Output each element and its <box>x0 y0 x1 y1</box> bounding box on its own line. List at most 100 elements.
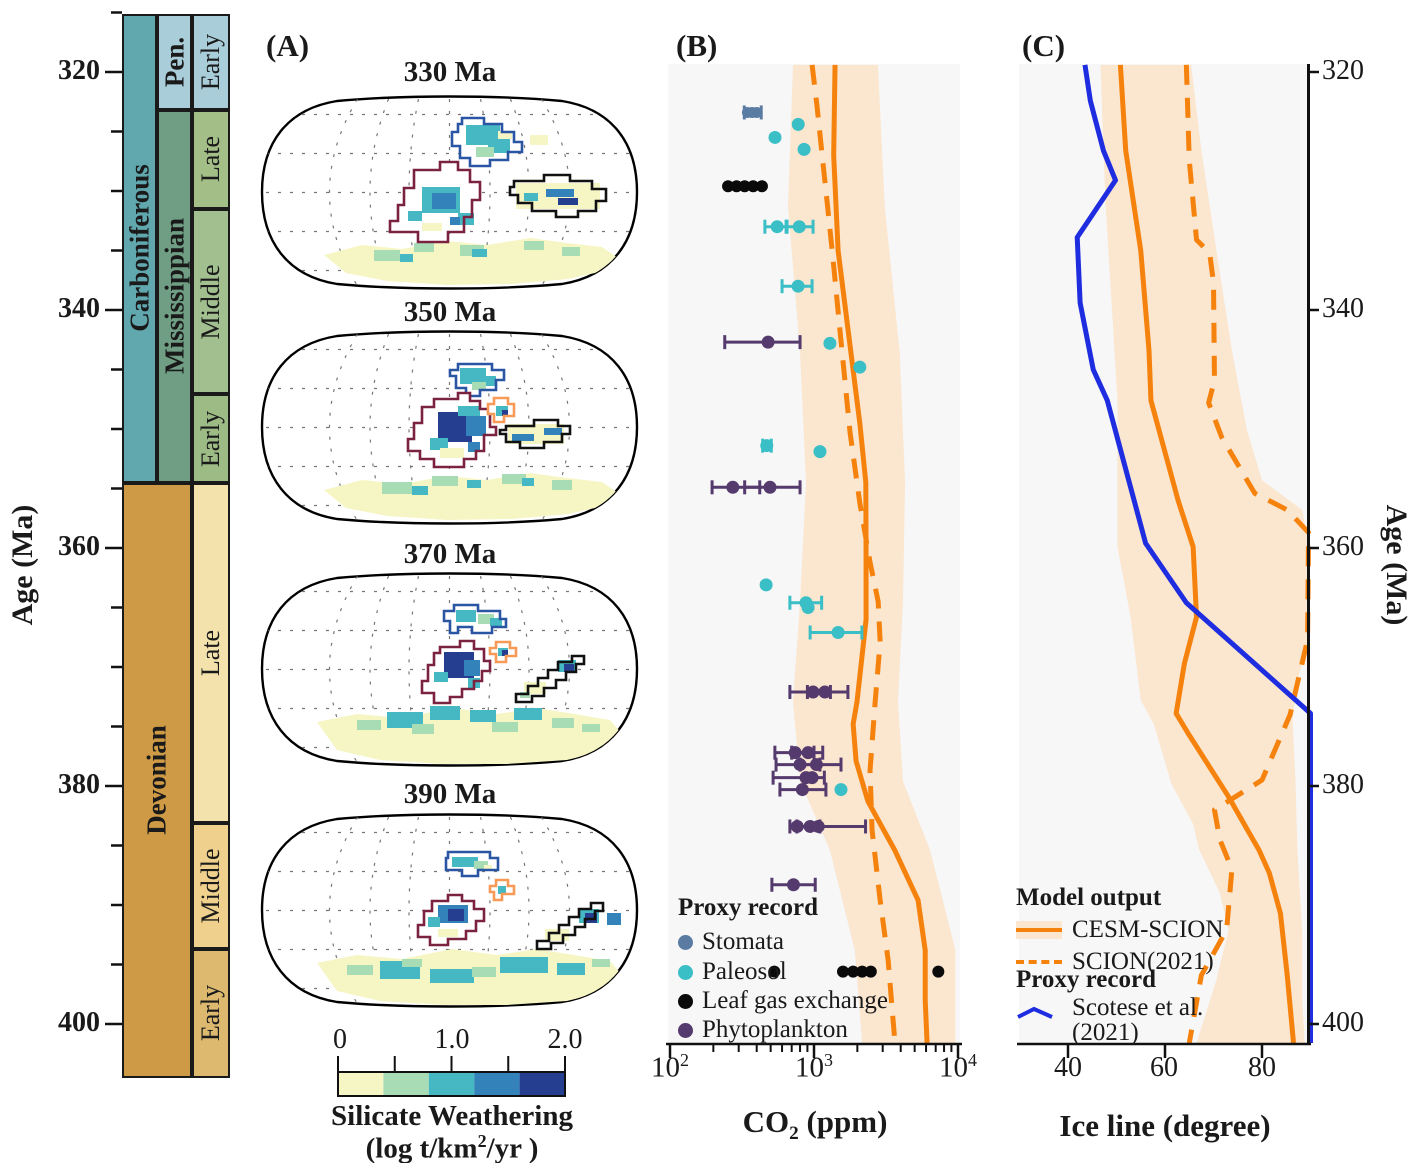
colorbar-unit-suffix: /yr ) <box>486 1132 539 1163</box>
c-xtick-80: 80 <box>1248 1052 1276 1083</box>
weathering-patch <box>524 193 538 201</box>
weathering-patch <box>472 967 496 977</box>
graticule-meridian <box>509 575 530 764</box>
iceline-plot <box>1017 64 1319 1058</box>
graticule-meridian <box>509 333 530 522</box>
data-point <box>722 180 735 193</box>
c-ytick-label-320: 320 <box>1322 55 1364 86</box>
weathering-patch <box>530 135 548 145</box>
weathering-patch <box>448 909 464 921</box>
weathering-patch <box>552 480 572 490</box>
right-age-axis-label: Age (Ma) <box>1380 504 1413 626</box>
colorbar-tick-0: 0 <box>333 1024 347 1055</box>
data-point <box>856 965 869 978</box>
map-content <box>266 333 633 522</box>
cesm-scion-co2-line <box>831 64 930 1044</box>
c-ytick-label-360: 360 <box>1322 531 1364 562</box>
strat-block-early: Early <box>192 13 230 111</box>
data-point <box>809 758 823 772</box>
data-point <box>795 783 809 797</box>
data-point <box>847 965 860 978</box>
strat-block-devonian: Devonian <box>122 482 192 1078</box>
weathering-patch <box>557 963 585 975</box>
strat-block-late: Late <box>192 482 230 823</box>
colorbar-swatch <box>519 1072 565 1096</box>
weathering-patch <box>382 482 412 494</box>
colorbar-unit: (log t/km2/yr ) <box>292 1131 612 1163</box>
weathering-patch <box>374 250 400 261</box>
weathering-patch <box>412 724 434 734</box>
weathering-patch <box>592 959 610 967</box>
strat-age-label-320: 320 <box>58 55 100 86</box>
blue-region-outline <box>444 850 500 878</box>
maroon-region-outline <box>406 391 498 469</box>
weathering-patch <box>498 886 506 894</box>
map-content <box>266 98 633 287</box>
stomata-dot-icon <box>678 934 693 950</box>
map-title-370ma: 370 Ma <box>403 538 497 570</box>
data-point <box>763 480 777 494</box>
weathering-patch <box>498 131 512 139</box>
graticule-meridian <box>329 575 359 764</box>
weathering-patch <box>482 376 496 386</box>
data-point <box>755 180 768 193</box>
cesm-uncertainty-band <box>1100 64 1310 1044</box>
map-content <box>266 816 633 1005</box>
weathering-patch <box>440 448 464 458</box>
data-point <box>770 220 784 234</box>
weathering-map-330Ma <box>260 95 639 290</box>
colorbar-swatch <box>428 1072 475 1096</box>
weathering-patch <box>500 957 548 973</box>
b-legend-phytoplankton: Phytoplankton <box>678 1016 848 1044</box>
southern-landmass <box>317 708 622 764</box>
c-ytick-label-380: 380 <box>1322 769 1364 800</box>
paleosol-points <box>759 117 867 797</box>
weathering-patch <box>467 480 481 488</box>
weathering-patch <box>452 857 478 867</box>
graticule-meridian <box>509 98 530 287</box>
panel-a-label: (A) <box>266 28 310 63</box>
strat-block-early: Early <box>192 394 230 483</box>
c-legend-model-title: Model output <box>1016 884 1162 911</box>
weathering-patch <box>546 189 574 197</box>
map-title-350ma: 350 Ma <box>403 296 497 328</box>
orange-region-outline <box>488 878 516 902</box>
data-point <box>761 335 775 349</box>
graticule-meridian <box>369 816 390 1005</box>
data-point <box>801 746 815 760</box>
data-point <box>726 480 740 494</box>
black-region-outline <box>508 173 608 219</box>
phytoplankton-dot-icon <box>678 1022 693 1038</box>
weathering-patch <box>412 486 428 495</box>
strat-age-ticks <box>105 11 122 1026</box>
strat-block-label: Early <box>196 33 225 91</box>
blue-region-outline <box>442 603 508 635</box>
c-legend-scotese-2: (2021) <box>1072 1019 1139 1046</box>
b-xtick-10000: 104 <box>939 1050 977 1084</box>
weathering-patch <box>430 706 460 720</box>
orange-region-outline <box>486 396 516 424</box>
colorbar <box>337 1056 566 1097</box>
co2-plot <box>666 64 962 1058</box>
black-region-outline <box>535 901 605 951</box>
weathering-patch <box>414 243 434 252</box>
b-axis-title: CO2 (ppm) <box>742 1104 888 1145</box>
c-xtick-40: 40 <box>1054 1052 1082 1083</box>
weathering-patch <box>422 223 442 231</box>
maroon-region-outline <box>420 639 492 705</box>
graticule-meridian <box>540 816 570 1005</box>
data-point <box>801 601 815 614</box>
strat-block-label: Middle <box>196 264 225 340</box>
strat-block-label: Carboniferous <box>124 164 154 332</box>
colorbar-swatch <box>474 1072 520 1096</box>
cesm-uncertainty-band <box>788 64 956 1044</box>
left-age-axis-label: Age (Ma) <box>6 504 39 626</box>
graticule-meridian <box>329 98 359 287</box>
map-title-390ma: 390 Ma <box>403 778 497 810</box>
graticule-meridian <box>369 333 390 522</box>
weathering-patch <box>512 434 534 441</box>
c-ytick-label-340: 340 <box>1322 293 1364 324</box>
weathering-patch <box>402 959 422 967</box>
